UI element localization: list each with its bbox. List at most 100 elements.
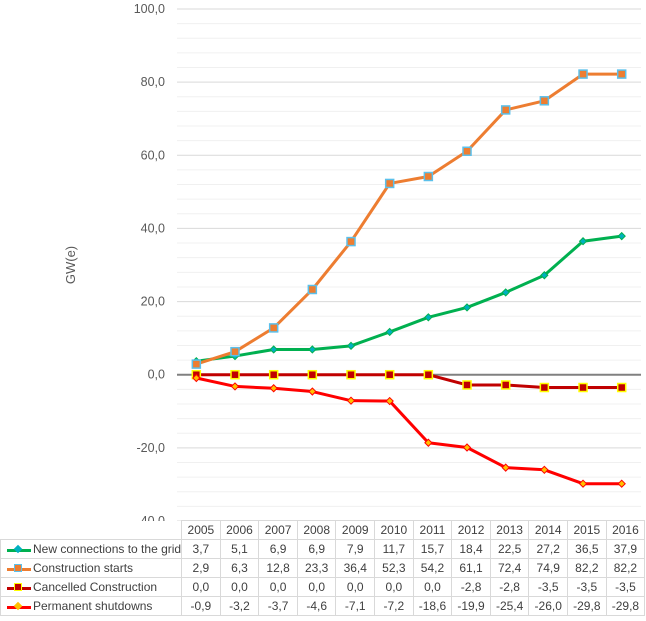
y-tick-label: 100,0: [134, 2, 165, 16]
series-line: [196, 376, 622, 486]
table-header-row: 2005 2006 2007 2008 2009 2010 2011 2012 2013 2014…: [0, 520, 646, 540]
data-point: [539, 96, 550, 106]
data-point: [424, 438, 433, 447]
data-point: [423, 369, 434, 380]
data-point: [346, 236, 356, 247]
data-point: [385, 396, 394, 406]
data-point: [617, 231, 626, 241]
year-header: 2015: [567, 520, 607, 540]
y-tick-label: -20,0: [137, 441, 166, 455]
data-cell: 37,9: [605, 539, 646, 559]
data-point: [346, 396, 356, 405]
data-cell: 6,9: [258, 539, 298, 559]
y-tick-label: 20,0: [141, 295, 165, 309]
data-point: [269, 384, 278, 393]
data-point: [578, 237, 588, 246]
data-point: [578, 382, 588, 393]
data-table: 2005 2006 2007 2008 2009 2010 2011 2012 2013 2014…: [0, 520, 646, 616]
data-point: [385, 327, 394, 337]
data-cell: -7,2: [374, 596, 414, 616]
data-point: [308, 345, 317, 354]
data-cell: 22,5: [489, 539, 530, 559]
data-point: [424, 313, 433, 322]
data-cell: 82,2: [567, 558, 607, 578]
series-name: Permanent shutdowns: [33, 599, 153, 613]
data-cell: -4,6: [296, 596, 337, 616]
table-corner: [0, 520, 183, 540]
data-point: [540, 465, 549, 475]
year-header: 2009: [335, 520, 376, 540]
series-line: [196, 234, 622, 363]
data-point: [540, 271, 549, 280]
data-point: [307, 369, 318, 380]
data-cell: -18,6: [412, 596, 453, 616]
data-cell: 6,3: [219, 558, 260, 578]
series-name: Cancelled Construction: [33, 580, 158, 594]
data-cell: -29,8: [567, 596, 607, 616]
data-cell: 6,9: [296, 539, 337, 559]
data-cell: 72,4: [489, 558, 530, 578]
data-point: [616, 69, 627, 79]
series-line: [196, 373, 622, 390]
year-header: 2008: [296, 520, 337, 540]
data-point: [501, 288, 510, 297]
data-cell: 7,9: [335, 539, 376, 559]
year-header: 2012: [451, 520, 491, 540]
legend-key-icon: [7, 582, 31, 593]
data-point: [384, 178, 395, 189]
data-point: [307, 284, 318, 295]
table-row: New connections to the grid 3,7 5,1 6,9 6,9 7…: [0, 539, 646, 559]
data-cell: 0,0: [258, 577, 298, 597]
series-legend-cell: New connections to the grid: [0, 539, 183, 559]
data-point: [578, 479, 588, 488]
year-header: 2007: [258, 520, 298, 540]
data-cell: -0,9: [181, 596, 221, 616]
data-cell: 12,8: [258, 558, 298, 578]
data-cell: 0,0: [335, 577, 376, 597]
y-tick-label: -40,0: [137, 514, 166, 521]
series-name: New connections to the grid: [33, 542, 182, 556]
series-legend-cell: Permanent shutdowns: [0, 596, 183, 616]
data-cell: -3,2: [219, 596, 260, 616]
series-name: Construction starts: [33, 561, 134, 575]
series-legend-cell: Construction starts: [0, 558, 183, 578]
year-header: 2013: [489, 520, 530, 540]
data-point: [191, 359, 202, 369]
data-cell: 23,3: [296, 558, 337, 578]
data-cell: -2,8: [489, 577, 530, 597]
data-cell: 0,0: [181, 577, 221, 597]
data-cell: 15,7: [412, 539, 453, 559]
data-point: [268, 323, 279, 333]
data-cell: 0,0: [219, 577, 260, 597]
line-chart: 100,0 80,0 60,0 40,0 20,0 0,0 -20,0 -40,0 GW(e): [63, 2, 641, 521]
series-line: [195, 72, 622, 366]
data-point: [269, 345, 278, 354]
data-point: [230, 369, 240, 380]
legend-key-icon: [7, 544, 31, 555]
data-point: [268, 369, 279, 380]
data-cell: 0,0: [374, 577, 414, 597]
year-header: 2016: [605, 520, 646, 540]
data-point: [230, 382, 240, 391]
series-legend-cell: Cancelled Construction: [0, 577, 183, 597]
data-point: [346, 369, 356, 380]
data-point: [616, 382, 627, 393]
table-row: Cancelled Construction 0,0 0,0 0,0 0,0 0,0 0,0…: [0, 577, 646, 597]
data-point: [230, 346, 240, 357]
data-cell: -3,5: [605, 577, 646, 597]
data-cell: -19,9: [451, 596, 491, 616]
data-cell: -25,4: [489, 596, 530, 616]
data-cell: 3,7: [181, 539, 221, 559]
data-cell: 52,3: [374, 558, 414, 578]
data-cell: -2,8: [451, 577, 491, 597]
data-cell: 18,4: [451, 539, 491, 559]
year-header: 2006: [219, 520, 260, 540]
data-cell: -3,5: [528, 577, 569, 597]
y-tick-label: 0,0: [148, 368, 165, 382]
data-cell: 11,7: [374, 539, 414, 559]
year-header: 2011: [412, 520, 453, 540]
data-point: [346, 341, 356, 351]
data-point: [462, 146, 472, 157]
data-cell: 0,0: [296, 577, 337, 597]
legend-key-icon: [7, 563, 31, 574]
